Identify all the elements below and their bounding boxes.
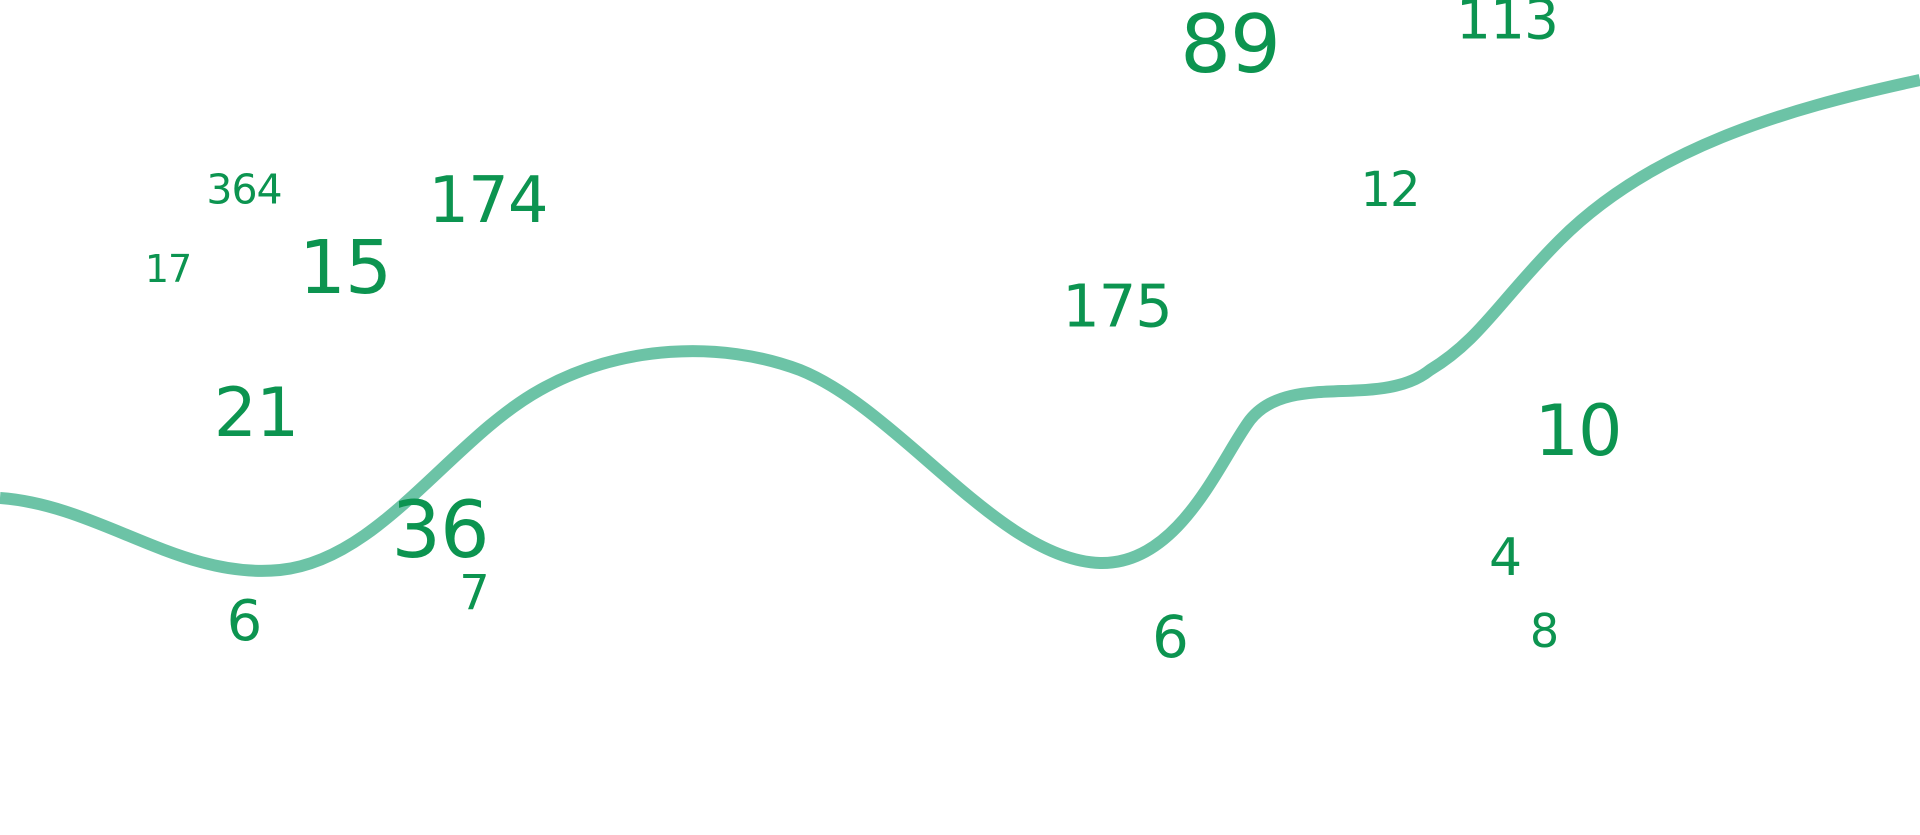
number-label: 364 (206, 165, 282, 214)
number-label: 17 (144, 247, 192, 291)
number-label: 174 (428, 164, 548, 238)
number-label: 8 (1529, 604, 1559, 658)
number-label: 4 (1488, 528, 1522, 588)
curve-line (0, 74, 1920, 577)
number-label: 6 (1152, 603, 1189, 671)
number-label: 6 (226, 589, 263, 654)
number-label: 113 (1456, 0, 1559, 52)
number-label: 10 (1534, 390, 1622, 472)
number-label: 21 (213, 374, 300, 453)
number-label: 12 (1360, 162, 1420, 218)
number-label: 89 (1180, 0, 1281, 91)
number-label: 175 (1062, 271, 1173, 341)
number-label: 15 (298, 225, 392, 311)
number-label: 7 (459, 565, 490, 621)
number-label: 36 (391, 486, 489, 576)
